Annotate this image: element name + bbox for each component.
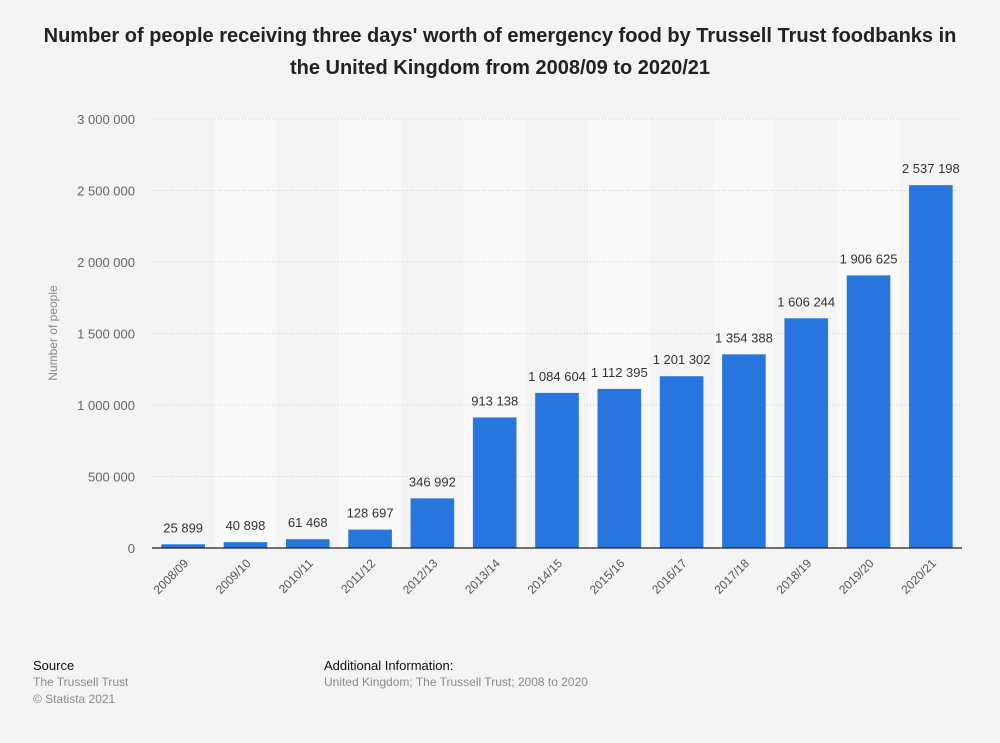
column-band	[338, 119, 402, 548]
additional-info-text: United Kingdom; The Trussell Trust; 2008…	[324, 675, 588, 689]
data-label: 913 138	[471, 393, 518, 408]
y-tick-label: 2 500 000	[77, 184, 135, 199]
bar	[285, 539, 330, 548]
bar	[223, 542, 268, 548]
x-tick-label: 2019/20	[836, 556, 877, 597]
bar	[535, 392, 579, 548]
x-tick-label: 2020/21	[898, 556, 939, 597]
data-label: 346 992	[409, 474, 456, 489]
data-label: 40 898	[226, 518, 266, 533]
source-heading: Source	[33, 658, 75, 673]
bar	[161, 544, 205, 548]
x-tick-label: 2009/10	[213, 556, 254, 597]
bar	[348, 529, 392, 548]
x-tick-label: 2008/09	[151, 556, 192, 597]
x-tick-label: 2014/15	[525, 556, 566, 597]
source-text: The Trussell Trust	[33, 675, 129, 689]
additional-info-block: Additional Information: United Kingdom; …	[324, 657, 588, 691]
data-label: 1 201 302	[653, 352, 711, 367]
data-label: 2 537 198	[902, 161, 960, 176]
x-tick-label: 2015/16	[587, 556, 628, 597]
data-label: 1 112 395	[591, 365, 648, 380]
data-label: 61 468	[288, 515, 328, 530]
data-label: 1 906 625	[840, 251, 898, 266]
x-tick-label: 2010/11	[276, 556, 316, 596]
data-label: 1 606 244	[777, 294, 835, 309]
chart-title: Number of people receiving three days' w…	[43, 25, 957, 79]
data-label: 1 354 388	[715, 330, 773, 345]
y-tick-label: 500 000	[88, 470, 135, 485]
data-label: 25 899	[163, 520, 203, 535]
x-tick-label: 2011/12	[338, 556, 378, 596]
x-tick-label: 2017/18	[711, 556, 752, 597]
x-tick-label: 2012/13	[400, 556, 441, 597]
bar	[597, 388, 642, 548]
bar	[659, 376, 704, 548]
bar	[472, 417, 517, 548]
data-label: 128 697	[347, 506, 394, 521]
bar	[722, 354, 766, 548]
bar	[410, 498, 455, 548]
additional-info-heading: Additional Information:	[324, 658, 454, 673]
source-block: Source The Trussell Trust © Statista 202…	[33, 657, 128, 708]
y-tick-label: 1 000 000	[77, 398, 135, 413]
bar	[909, 185, 953, 549]
bar	[784, 318, 829, 548]
y-tick-label: 3 000 000	[77, 112, 135, 127]
y-tick-label: 1 500 000	[77, 327, 135, 342]
data-label: 1 084 604	[528, 369, 586, 384]
bar	[846, 275, 891, 548]
x-tick-label: 2013/14	[462, 556, 503, 597]
y-axis-label: Number of people	[46, 285, 60, 381]
x-tick-label: 2018/19	[774, 556, 815, 597]
x-tick-label: 2016/17	[649, 556, 690, 597]
y-tick-label: 0	[128, 541, 135, 556]
y-tick-label: 2 000 000	[77, 255, 135, 270]
copyright-text: © Statista 2021	[33, 692, 116, 706]
